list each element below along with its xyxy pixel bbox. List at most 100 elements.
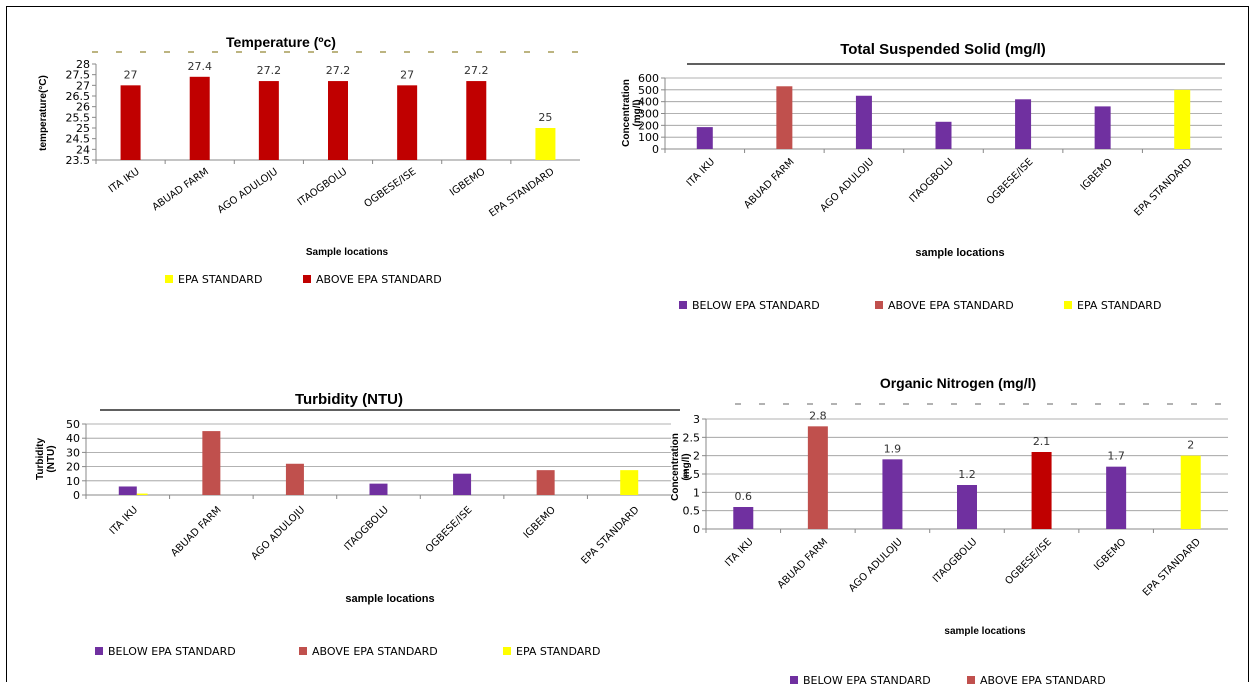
turbidity-ytick-label: 20 [66, 461, 80, 474]
tss-legend-swatch [875, 301, 883, 309]
temperature-bar [328, 81, 348, 160]
orgn-category-label: ABUAD FARM [776, 537, 830, 591]
temperature-category-label: ITA IKU [107, 166, 142, 195]
temperature-bar [120, 85, 141, 160]
orgn-category-label: AGO ADULOJU [847, 537, 905, 595]
orgn-data-label: 0.6 [735, 490, 753, 503]
tss-title: Total Suspended Solid (mg/l) [840, 41, 1046, 58]
orgn-legend-label: ABOVE EPA STANDARD [980, 674, 1106, 684]
tss-ytick-label: 100 [638, 131, 659, 144]
temperature-data-label: 25 [538, 111, 552, 124]
temperature-title: Temperature (ºc) [226, 34, 336, 50]
orgn-ytick-label: 1.5 [683, 468, 701, 481]
temperature-ytick-label: 25 [76, 122, 90, 135]
orgn-data-label: 1.2 [958, 468, 976, 481]
temperature-ytick-label: 24 [76, 143, 90, 156]
tss-legend-swatch [679, 301, 687, 309]
tss-ytick-label: 500 [638, 84, 659, 97]
orgn-bar [807, 426, 828, 529]
temperature-data-label: 27.4 [187, 60, 212, 73]
turbidity-bar [536, 470, 555, 495]
tss-ytick-label: 200 [638, 119, 659, 132]
turbidity-category-label: OGBESE/ISE [424, 505, 475, 556]
orgn-legend-swatch [967, 676, 975, 684]
temperature-bar [258, 81, 279, 160]
tss-y-axis-label: Concentration(mg/l) [621, 79, 643, 147]
temperature-ytick-label: 24.5 [66, 133, 91, 146]
turbidity-category-label: ITAOGBOLU [342, 505, 390, 553]
temperature-chart: Temperature (ºc)23.52424.52525.52626.527… [38, 34, 580, 286]
turbidity-ytick-label: 10 [66, 475, 80, 488]
orgn-legend-swatch [790, 676, 798, 684]
orgn-bar [1031, 452, 1052, 529]
turbidity-bar-extra [136, 493, 148, 495]
orgn-data-label: 2.1 [1033, 435, 1051, 448]
tss-bar [855, 95, 872, 149]
temperature-data-label: 27 [124, 68, 138, 81]
orgn-bar [882, 459, 903, 529]
temperature-ytick-label: 26 [76, 101, 90, 114]
temperature-data-label: 27.2 [464, 64, 489, 77]
turbidity-category-label: AGO ADULOJU [250, 505, 308, 563]
temperature-ytick-label: 25.5 [66, 111, 91, 124]
turbidity-bar [118, 486, 137, 495]
turbidity-ytick-label: 30 [66, 446, 80, 459]
turbidity-legend-swatch [503, 647, 511, 655]
turbidity-category-label: ABUAD FARM [169, 505, 223, 559]
orgn-title: Organic Nitrogen (mg/l) [880, 375, 1036, 391]
orgn-category-label: EPA STANDARD [1141, 536, 1203, 598]
tss-category-label: AGO ADULOJU [819, 157, 877, 215]
orgn-data-label: 1.9 [884, 442, 902, 455]
turbidity-bar [453, 473, 472, 495]
orgn-bar [957, 485, 977, 529]
orgn-category-label: ITA IKU [723, 537, 755, 569]
turbidity-ytick-label: 40 [66, 432, 80, 445]
tss-category-label: ABUAD FARM [742, 157, 796, 211]
tss-ytick-label: 400 [638, 96, 659, 109]
temperature-bar [535, 128, 556, 160]
temperature-data-label: 27 [400, 68, 414, 81]
turbidity-legend-label: BELOW EPA STANDARD [108, 645, 236, 658]
orgn-bar [1106, 466, 1127, 529]
tss-bar [1094, 106, 1111, 149]
turbidity-x-axis-label: sample locations [345, 593, 434, 605]
turbidity-legend-label: EPA STANDARD [516, 645, 600, 658]
orgn-y-axis-label: Concentration(mg/l) [670, 433, 692, 501]
temperature-category-label: AGO ADULOJU [216, 166, 280, 216]
tss-bar [696, 127, 713, 149]
tss-category-label: OGBESE/ISE [985, 157, 1036, 208]
tss-x-axis-label: sample locations [915, 247, 1004, 259]
orgn-category-label: ITAOGBOLU [931, 537, 979, 585]
tss-category-label: ITA IKU [685, 157, 717, 189]
tss-legend-swatch [1064, 301, 1072, 309]
temperature-data-label: 27.2 [326, 64, 351, 77]
orgn-data-label: 1.7 [1107, 450, 1125, 463]
tss-legend-label: BELOW EPA STANDARD [692, 299, 820, 312]
temperature-y-axis-label: temperature(°C) [38, 75, 49, 151]
temperature-category-label: ITAOGBOLU [296, 166, 349, 208]
turbidity-category-label: IGBEMO [522, 505, 558, 541]
orgn-ytick-label: 2.5 [683, 431, 701, 444]
orgn-category-label: OGBESE/ISE [1003, 537, 1054, 588]
turbidity-legend-swatch [299, 647, 307, 655]
tss-bar [1015, 99, 1032, 149]
orgn-legend-label: BELOW EPA STANDARD [803, 674, 931, 684]
orgn-data-label: 2 [1187, 439, 1194, 452]
orgn-bar [733, 507, 754, 529]
temperature-bar [466, 81, 487, 160]
turbidity-title: Turbidity (NTU) [295, 391, 403, 408]
orgn-ytick-label: 0 [693, 523, 700, 536]
temperature-ytick-label: 23.5 [66, 154, 91, 167]
tss-chart: Total Suspended Solid (mg/l) 010020030040… [621, 41, 1225, 312]
temperature-ytick-label: 27 [76, 79, 90, 92]
orgn-category-label: IGBEMO [1092, 537, 1128, 573]
tss-category-label: ITAOGBOLU [907, 157, 955, 205]
temperature-category-label: ABUAD FARM [151, 166, 211, 213]
temperature-bar [397, 85, 418, 160]
turbidity-category-label: ITA IKU [108, 505, 140, 537]
temperature-legend-swatch [165, 275, 173, 283]
tss-ytick-label: 600 [638, 72, 659, 85]
turbidity-bar [202, 431, 221, 495]
orgn-ytick-label: 2 [693, 450, 700, 463]
